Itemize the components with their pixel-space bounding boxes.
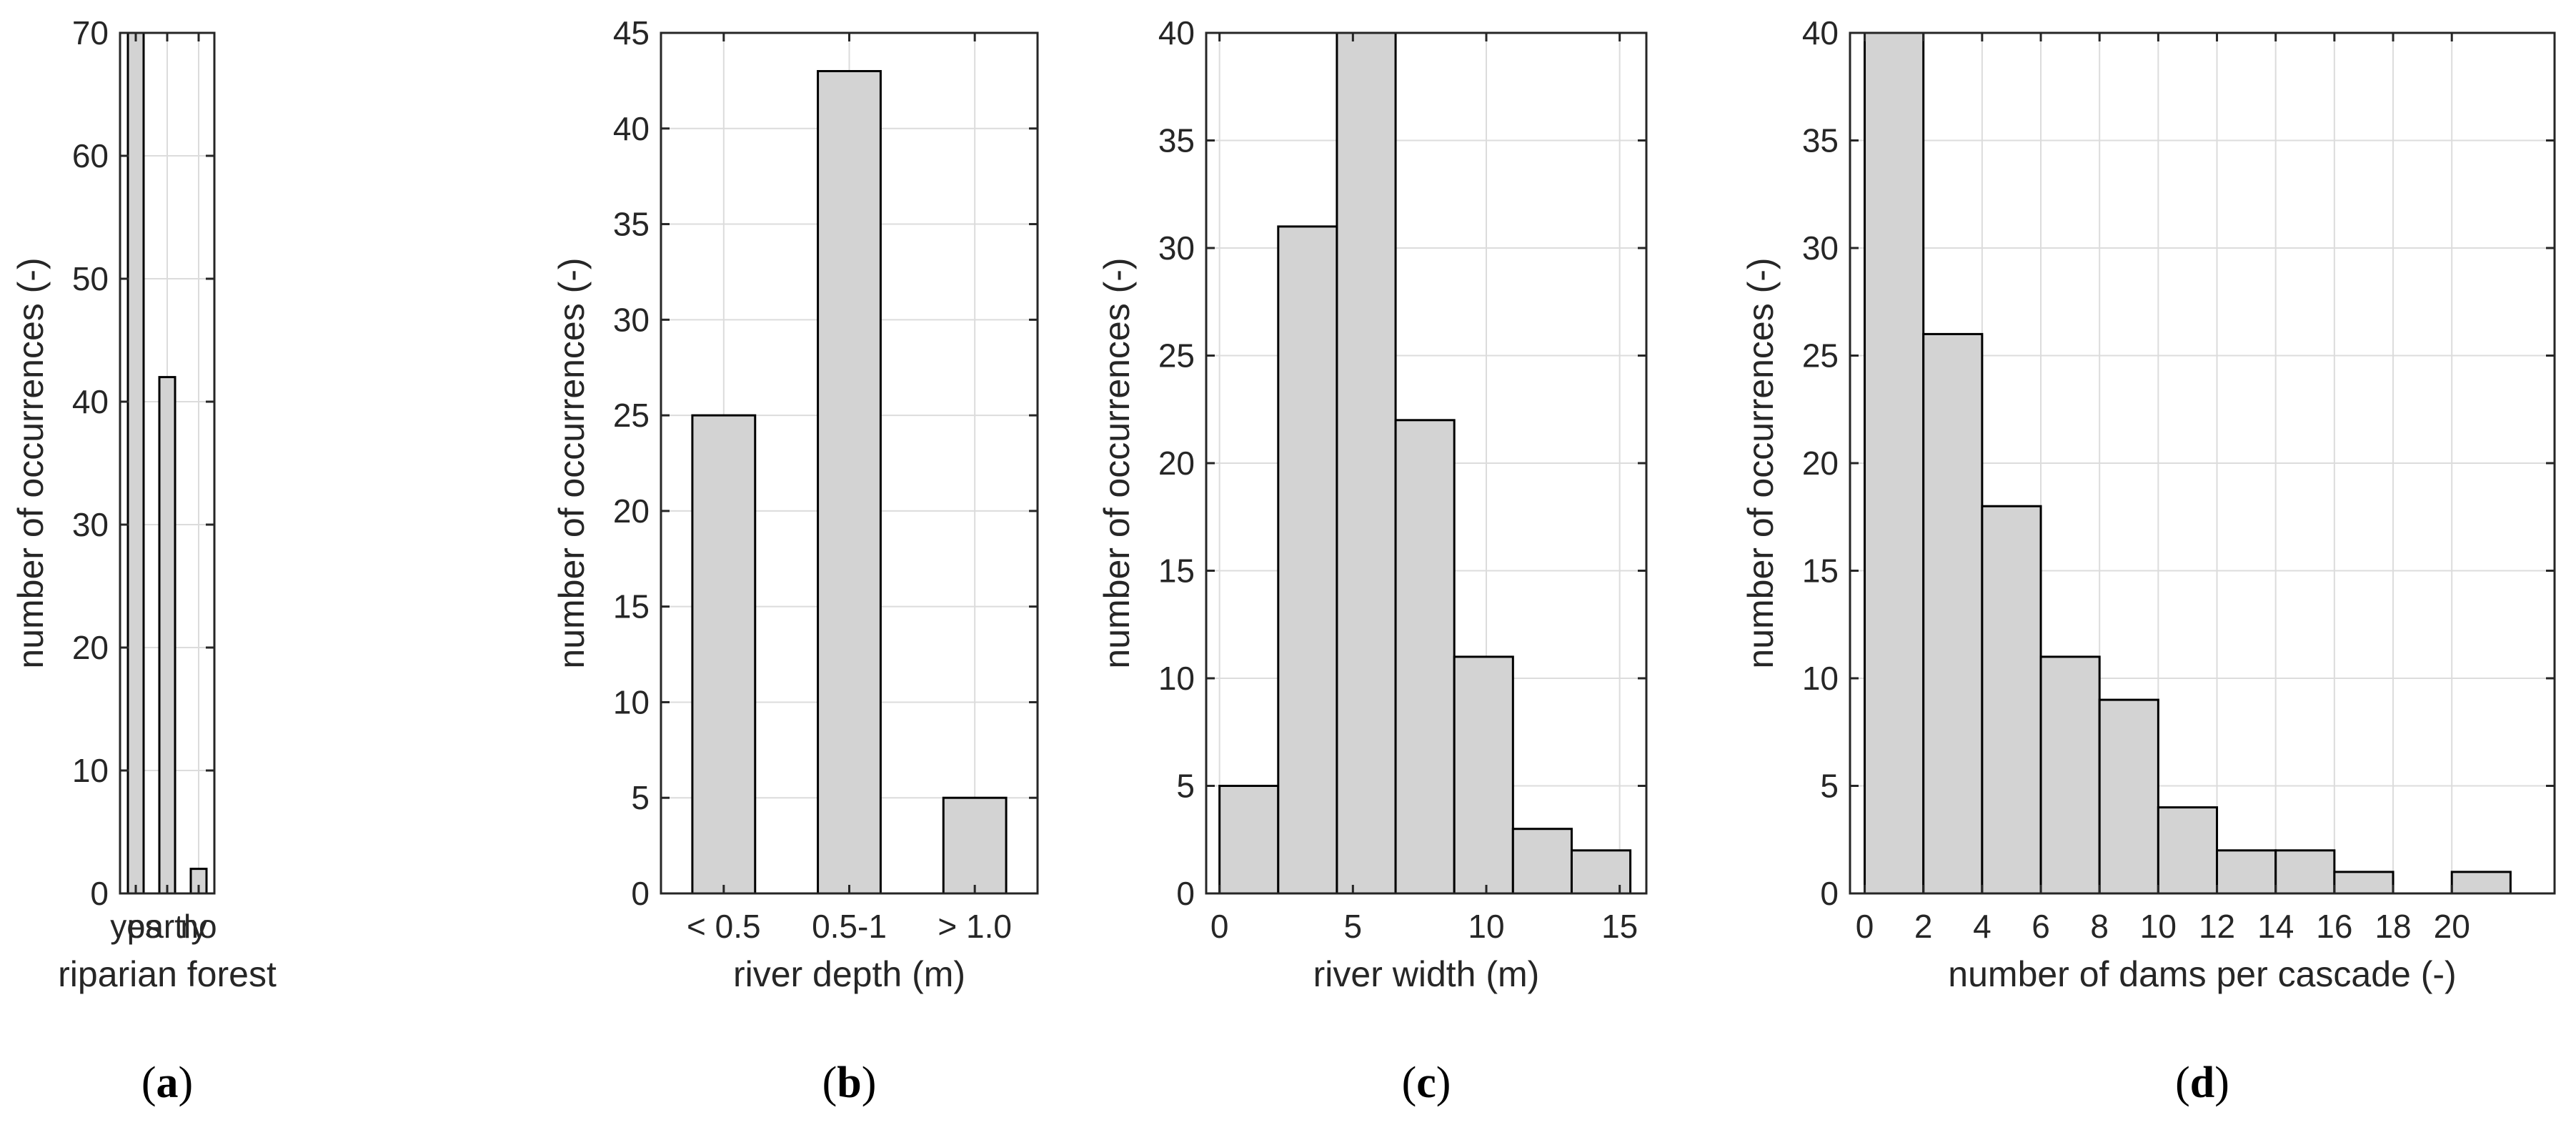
- panel-label: (a): [141, 1059, 193, 1107]
- y-tick-label: 10: [613, 683, 650, 720]
- y-tick-label: 35: [1802, 122, 1839, 159]
- x-tick-label: 18: [2374, 908, 2411, 945]
- histogram-bin: [1864, 31, 1925, 895]
- histogram-bin: [2333, 871, 2395, 895]
- y-tick-label: 30: [72, 506, 109, 543]
- y-tick-label: 15: [613, 588, 650, 625]
- panel-d: 0 5 10 15 20 25 30 35 40 0 2 4 6 8 10 12 14 16 18 20 number …: [1741, 14, 2556, 1107]
- y-tick-label: 20: [1802, 445, 1839, 482]
- y-tick-label: 50: [72, 260, 109, 297]
- y-tick-label: 5: [1176, 768, 1195, 805]
- histogram-bin: [1570, 849, 1632, 895]
- y-tick-label: 40: [1158, 14, 1195, 51]
- histogram-bin: [1922, 332, 1984, 895]
- y-tick-label: 15: [1802, 552, 1839, 590]
- y-tick-label: 25: [1802, 337, 1839, 375]
- histogram-bin: [2274, 849, 2336, 895]
- bar-partly: [158, 376, 176, 895]
- panel-label: (c): [1402, 1059, 1451, 1107]
- x-axis-label: number of dams per cascade (-): [1948, 954, 2456, 994]
- x-tick-label: 20: [2434, 908, 2470, 945]
- x-tick-label: 0: [1210, 908, 1229, 945]
- histogram-bin: [1218, 785, 1280, 895]
- x-tick-label: 15: [1601, 908, 1638, 945]
- x-tick-label: 14: [2257, 908, 2294, 945]
- y-tick-label: 45: [613, 14, 650, 51]
- y-tick-label: 5: [1820, 768, 1839, 805]
- y-tick-label: 0: [90, 875, 109, 912]
- histogram-bin: [1511, 828, 1573, 895]
- histogram-bin: [2157, 806, 2219, 895]
- panel-b: 0 5 10 15 20 25 30 35 40 45 < 0.5 0.5-1 > 1.0 river d…: [552, 14, 1039, 1107]
- x-tick-label: 16: [2316, 908, 2352, 945]
- histogram-bin: [2216, 849, 2277, 895]
- y-tick-label: 35: [1158, 122, 1195, 159]
- x-tick-label: 4: [1973, 908, 1991, 945]
- y-axis-label: number of occurrences (-): [11, 257, 51, 668]
- x-tick-label: 6: [2032, 908, 2050, 945]
- x-tick-label: > 1.0: [938, 908, 1012, 945]
- x-tick-label: 10: [1468, 908, 1504, 945]
- y-tick-label: 40: [1802, 14, 1839, 51]
- y-tick-label: 30: [1802, 229, 1839, 267]
- x-tick-label: yes: [110, 908, 161, 945]
- y-tick-label: 0: [1176, 875, 1195, 912]
- histogram-bin: [1453, 655, 1514, 895]
- histogram-bin: [2450, 871, 2512, 895]
- y-tick-label: 25: [1158, 337, 1195, 375]
- x-tick-label: 5: [1344, 908, 1363, 945]
- y-tick-label: 0: [1820, 875, 1839, 912]
- y-tick-label: 20: [613, 492, 650, 530]
- y-tick-label: 10: [72, 752, 109, 789]
- panel-label: (d): [2175, 1059, 2229, 1107]
- x-axis-label: river depth (m): [733, 954, 965, 994]
- y-axis-label: number of occurrences (-): [1741, 257, 1781, 668]
- y-tick-label: 35: [613, 206, 650, 243]
- histogram-bin: [2098, 698, 2159, 895]
- x-tick-label: 10: [2140, 908, 2177, 945]
- panel-label: (b): [822, 1059, 877, 1107]
- x-axis-label: riparian forest: [58, 954, 277, 994]
- x-axis-label: river width (m): [1313, 954, 1540, 994]
- histogram-bin: [1277, 225, 1338, 895]
- y-tick-label: 15: [1158, 552, 1195, 590]
- y-tick-label: 30: [613, 301, 650, 338]
- y-tick-label: 0: [631, 875, 650, 912]
- bar-0.5-1: [817, 70, 882, 895]
- panel-c: 0 5 10 15 20 25 30 35 40 0 5 10 15 river width (m) num…: [1097, 14, 1648, 1107]
- y-tick-label: 20: [72, 629, 109, 666]
- y-tick-label: 40: [72, 383, 109, 420]
- x-tick-label: 12: [2199, 908, 2235, 945]
- y-tick-label: 25: [613, 397, 650, 434]
- y-tick-label: 20: [1158, 445, 1195, 482]
- y-axis-label: number of occurrences (-): [1097, 257, 1137, 668]
- histogram-bin: [1394, 419, 1456, 895]
- x-tick-label: 8: [2090, 908, 2109, 945]
- histogram-bin: [2039, 655, 2101, 895]
- x-tick-label: < 0.5: [687, 908, 761, 945]
- y-tick-label: 40: [613, 110, 650, 147]
- y-tick-label: 30: [1158, 229, 1195, 267]
- x-tick-label: 0.5-1: [812, 908, 887, 945]
- x-tick-label: partly: [127, 908, 207, 945]
- y-tick-label: 70: [72, 14, 109, 51]
- y-tick-label: 10: [1158, 660, 1195, 697]
- histogram-bin: [1336, 31, 1397, 895]
- x-tick-label: 0: [1856, 908, 1874, 945]
- y-tick-label: 5: [631, 779, 650, 816]
- y-tick-label: 60: [72, 137, 109, 174]
- y-axis-label: number of occurrences (-): [552, 257, 592, 668]
- bar--0.5: [691, 414, 757, 895]
- histogram-bin: [1981, 505, 2042, 895]
- bar-yes: [126, 31, 145, 895]
- bar--1.0: [942, 796, 1008, 895]
- y-tick-label: 10: [1802, 660, 1839, 697]
- x-tick-label: 2: [1914, 908, 1933, 945]
- x-tick-label: no: [180, 908, 217, 945]
